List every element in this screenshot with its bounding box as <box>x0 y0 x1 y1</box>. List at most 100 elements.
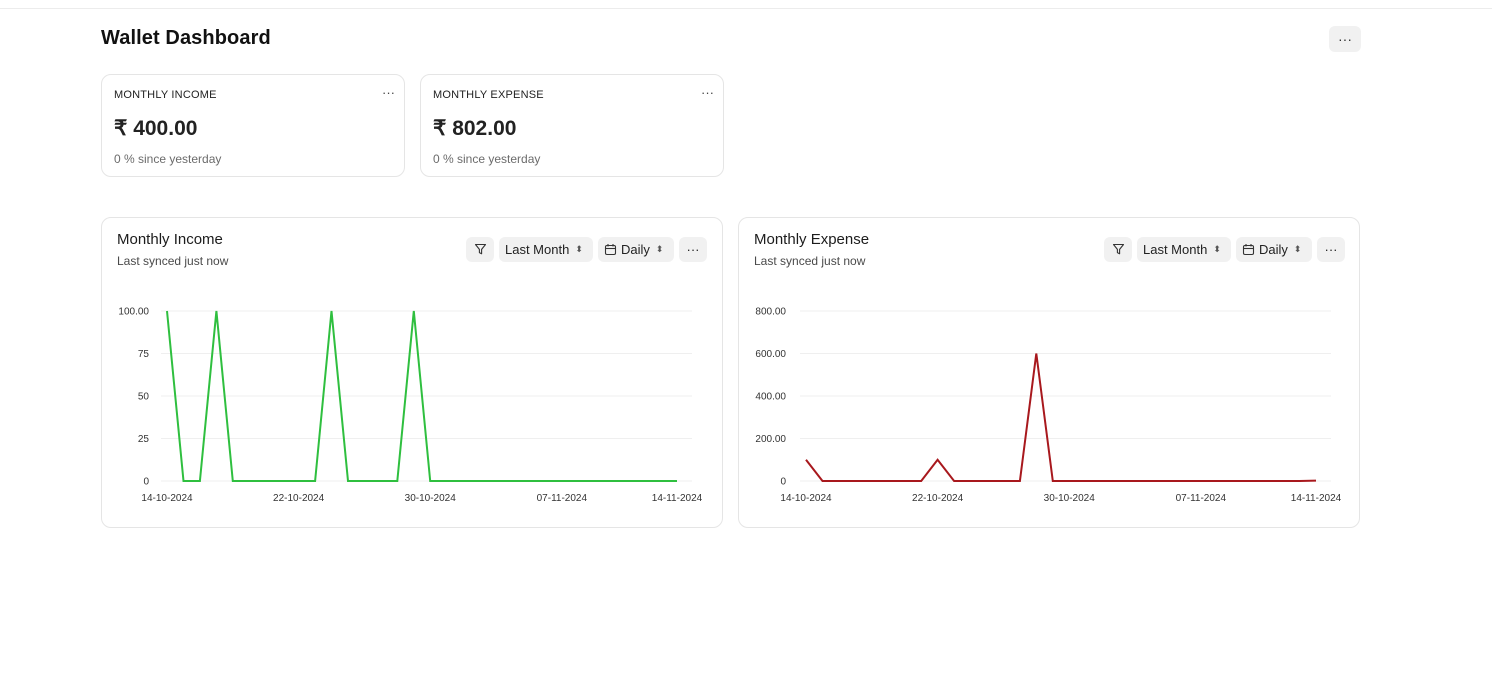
y-tick-label: 100.00 <box>118 307 149 318</box>
data-point[interactable] <box>230 478 236 484</box>
monthly-income-card: MONTHLY INCOME ··· ₹ 400.00 0 % since ye… <box>101 74 405 177</box>
data-point[interactable] <box>869 478 875 484</box>
data-point[interactable] <box>559 478 565 484</box>
data-point[interactable] <box>674 478 680 484</box>
data-point[interactable] <box>1066 478 1072 484</box>
x-tick-label: 14-11-2024 <box>1291 493 1342 504</box>
chart-title: Monthly Income <box>117 231 223 248</box>
filter-button[interactable] <box>1104 237 1132 262</box>
data-point[interactable] <box>444 478 450 484</box>
interval-select[interactable]: Daily ⬍ <box>598 237 674 262</box>
x-tick-label: 07-11-2024 <box>537 493 588 504</box>
data-point[interactable] <box>329 308 335 314</box>
data-point[interactable] <box>1132 478 1138 484</box>
data-point[interactable] <box>411 308 417 314</box>
chevron-up-down-icon: ⬍ <box>655 244 664 254</box>
data-point[interactable] <box>1214 478 1220 484</box>
page-menu-button[interactable]: ··· <box>1329 26 1361 52</box>
data-point[interactable] <box>1264 478 1270 484</box>
data-point[interactable] <box>296 478 302 484</box>
y-tick-label: 400.00 <box>755 392 786 403</box>
data-point[interactable] <box>935 457 941 463</box>
data-point[interactable] <box>493 478 499 484</box>
data-point[interactable] <box>641 478 647 484</box>
chart-menu-button[interactable]: ··· <box>1317 237 1345 262</box>
data-point[interactable] <box>819 478 825 484</box>
data-point[interactable] <box>658 478 664 484</box>
range-select[interactable]: Last Month ⬍ <box>1137 237 1231 262</box>
range-select-label: Last Month <box>1143 242 1208 257</box>
interval-select-label: Daily <box>1259 242 1288 257</box>
data-point[interactable] <box>803 457 809 463</box>
data-point[interactable] <box>542 478 548 484</box>
data-point[interactable] <box>1017 478 1023 484</box>
data-point[interactable] <box>1083 478 1089 484</box>
data-point[interactable] <box>526 478 532 484</box>
card-menu-button[interactable]: ··· <box>382 85 395 100</box>
data-point[interactable] <box>164 308 170 314</box>
data-point[interactable] <box>394 478 400 484</box>
data-point[interactable] <box>378 478 384 484</box>
data-point[interactable] <box>951 478 957 484</box>
data-point[interactable] <box>1198 478 1204 484</box>
data-point[interactable] <box>361 478 367 484</box>
data-point[interactable] <box>608 478 614 484</box>
filter-icon <box>474 243 487 256</box>
data-point[interactable] <box>1313 478 1319 484</box>
x-tick-label: 14-11-2024 <box>652 493 703 504</box>
data-point[interactable] <box>625 478 631 484</box>
card-menu-button[interactable]: ··· <box>701 85 714 100</box>
data-point[interactable] <box>1231 478 1237 484</box>
x-tick-label: 30-10-2024 <box>405 493 457 504</box>
data-point[interactable] <box>902 478 908 484</box>
y-tick-label: 0 <box>143 477 149 488</box>
card-label: MONTHLY INCOME <box>114 89 217 101</box>
data-point[interactable] <box>246 478 252 484</box>
data-point[interactable] <box>984 478 990 484</box>
y-tick-label: 600.00 <box>755 349 786 360</box>
data-point[interactable] <box>575 478 581 484</box>
data-point[interactable] <box>1099 478 1105 484</box>
data-point[interactable] <box>1297 478 1303 484</box>
data-point[interactable] <box>1280 478 1286 484</box>
data-point[interactable] <box>213 308 219 314</box>
data-point[interactable] <box>1181 478 1187 484</box>
data-point[interactable] <box>836 478 842 484</box>
series-line <box>166 310 677 482</box>
data-point[interactable] <box>279 478 285 484</box>
chart-menu-button[interactable]: ··· <box>679 237 707 262</box>
data-point[interactable] <box>1116 478 1122 484</box>
monthly-expense-chart-card: Monthly Expense Last synced just now Las… <box>738 217 1360 528</box>
data-point[interactable] <box>509 478 515 484</box>
x-tick-label: 30-10-2024 <box>1044 493 1096 504</box>
data-point[interactable] <box>1148 478 1154 484</box>
data-point[interactable] <box>968 478 974 484</box>
data-point[interactable] <box>263 478 269 484</box>
data-point[interactable] <box>918 478 924 484</box>
data-point[interactable] <box>1033 351 1039 357</box>
range-select[interactable]: Last Month ⬍ <box>499 237 593 262</box>
data-point[interactable] <box>885 478 891 484</box>
data-point[interactable] <box>1165 478 1171 484</box>
interval-select[interactable]: Daily ⬍ <box>1236 237 1312 262</box>
filter-button[interactable] <box>466 237 494 262</box>
data-point[interactable] <box>460 478 466 484</box>
data-point[interactable] <box>852 478 858 484</box>
y-tick-label: 200.00 <box>755 434 786 445</box>
x-tick-label: 22-10-2024 <box>912 493 964 504</box>
data-point[interactable] <box>592 478 598 484</box>
chart-title: Monthly Expense <box>754 231 870 248</box>
data-point[interactable] <box>427 478 433 484</box>
data-point[interactable] <box>1050 478 1056 484</box>
data-point[interactable] <box>1247 478 1253 484</box>
calendar-icon <box>604 243 617 256</box>
data-point[interactable] <box>312 478 318 484</box>
data-point[interactable] <box>345 478 351 484</box>
y-tick-label: 75 <box>138 349 150 360</box>
data-point[interactable] <box>197 478 203 484</box>
data-point[interactable] <box>1000 478 1006 484</box>
data-point[interactable] <box>180 478 186 484</box>
more-icon: ··· <box>686 242 700 257</box>
data-point[interactable] <box>477 478 483 484</box>
expense-line-chart: 800.00 600.00 400.00 200.00 0 14-10-2024 22-10… <box>755 307 1342 505</box>
